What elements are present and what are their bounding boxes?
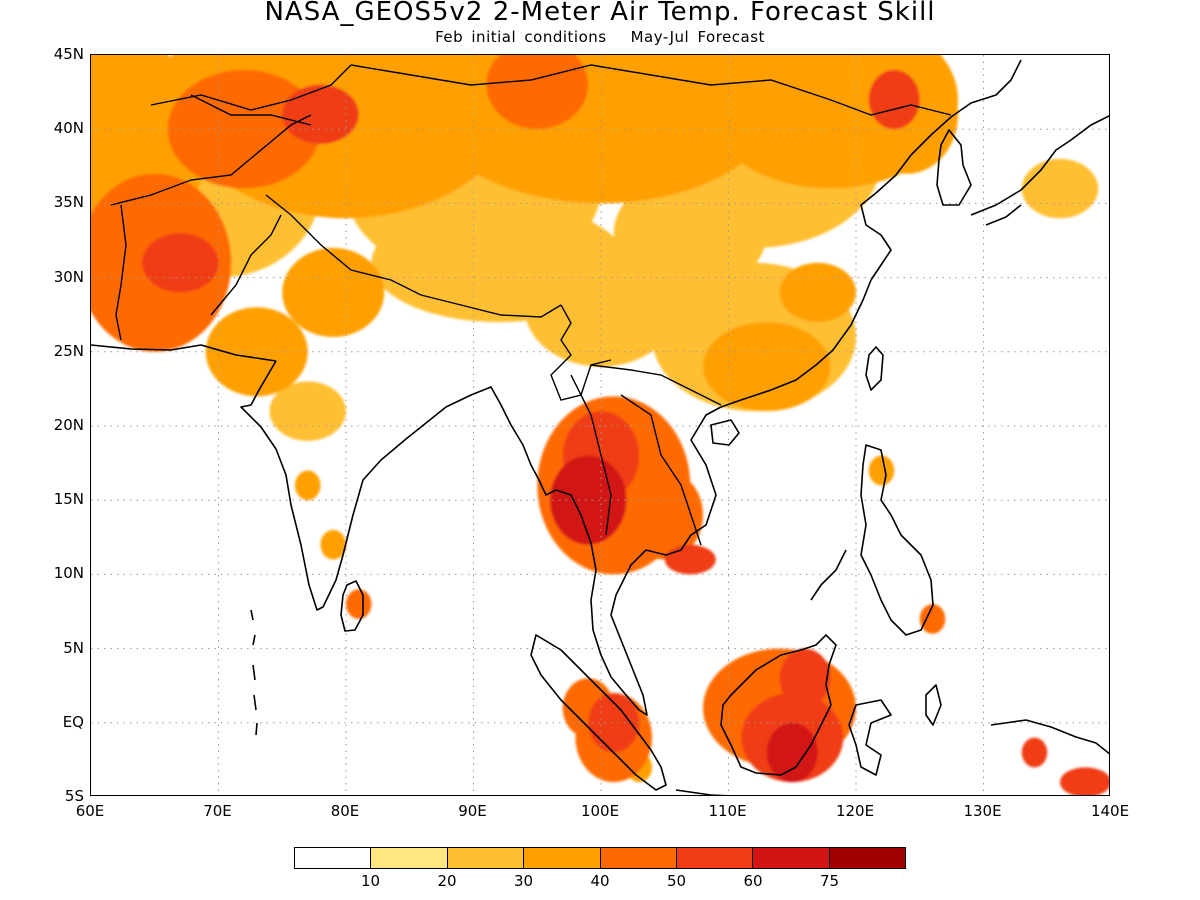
skill-blob: [320, 529, 346, 560]
latitude-label: 30N: [53, 267, 84, 286]
border-kazakh: [190, 94, 312, 126]
skill-blob: [779, 648, 831, 708]
colorbar-swatch: [371, 848, 448, 868]
latitude-label: 10N: [53, 564, 84, 583]
longitude-label: 80E: [330, 802, 360, 820]
skill-blob: [766, 722, 818, 783]
colorbar: [294, 847, 906, 869]
coastlines: [91, 59, 1109, 795]
coast-taiwan: [865, 346, 884, 391]
coast-bangladesh-myanmar: [445, 386, 597, 571]
longitude-label: 130E: [963, 802, 1002, 820]
coast-india: [240, 360, 447, 611]
skill-blob: [1060, 767, 1109, 795]
longitude-label: 60E: [75, 802, 105, 820]
longitude-label: 90E: [458, 802, 487, 820]
colorbar-tick-label: 40: [590, 872, 610, 890]
skill-map: [91, 55, 1109, 795]
skill-blob: [205, 307, 308, 397]
skill-blob: [486, 55, 589, 130]
coast-java: [675, 789, 728, 795]
longitude-label: 100E: [580, 802, 620, 820]
coast-korea: [936, 129, 972, 206]
map-title: NASA_GEOS5v2 2-Meter Air Temp. Forecast …: [264, 0, 936, 27]
skill-blob: [703, 322, 831, 412]
skill-blob: [868, 69, 920, 130]
coast-persia-pakistan: [91, 344, 277, 362]
subtitle-initial-conditions: Feb initial conditions: [435, 28, 607, 46]
coast-hainan: [710, 419, 740, 446]
coast-sri-lanka: [340, 580, 364, 632]
skill-blob: [295, 470, 321, 501]
border-iran-pakistan: [115, 204, 127, 341]
skill-blob: [282, 84, 359, 145]
colorbar-tick-label: 30: [513, 872, 534, 890]
latitude-label: 25N: [53, 341, 84, 360]
colorbar-tick-label: 20: [437, 872, 457, 890]
latitude-label: 5N: [63, 638, 84, 657]
colorbar-swatch: [524, 848, 601, 868]
skill-blob: [664, 544, 716, 575]
skill-blob: [1021, 158, 1099, 219]
coast-sumatra: [530, 634, 667, 791]
skill-blob: [142, 233, 219, 293]
coast-philippines: [860, 444, 934, 636]
coast-japan: [970, 115, 1109, 226]
colorbar-swatch: [295, 848, 372, 868]
colorbar-swatch: [600, 848, 677, 868]
coast-maldives: [250, 609, 258, 736]
skill-blob: [868, 455, 895, 486]
coast-malay-peninsula: [590, 406, 722, 716]
skill-blob: [269, 381, 346, 441]
border-india-china-east: [550, 304, 612, 401]
longitude-label: 120E: [835, 802, 875, 820]
border-mongolia: [350, 64, 952, 116]
skill-blob: [1021, 737, 1048, 768]
subtitle-forecast-period: May-Jul Forecast: [630, 28, 765, 46]
longitude-label: 70E: [203, 802, 232, 820]
skill-blob: [779, 262, 856, 323]
colorbar-tick-label: 75: [819, 872, 840, 890]
latitude-label: 40N: [53, 119, 84, 138]
latitude-label: 5S: [64, 787, 84, 805]
latitude-label: 20N: [53, 416, 84, 434]
longitude-label: 110E: [708, 802, 747, 820]
skill-blob: [167, 69, 321, 189]
longitude-label: 140E: [1090, 802, 1130, 820]
coast-halmahera: [925, 684, 942, 726]
colorbar-swatch: [753, 848, 830, 868]
latitude-label: 45N: [53, 45, 84, 63]
coast-borneo: [720, 634, 837, 776]
map-subtitle: Feb initial conditions May-Jul Forecast: [0, 28, 1200, 46]
latitude-label: 15N: [53, 490, 84, 509]
colorbar-tick-label: 60: [743, 872, 763, 890]
skill-blob: [919, 604, 946, 634]
coast-new-guinea: [990, 719, 1109, 755]
colorbar-tick-label: 10: [360, 872, 381, 890]
country-borders: [110, 64, 952, 546]
border-himalaya: [265, 194, 562, 318]
map-plot-area: [90, 54, 1110, 796]
coast-palawan: [810, 549, 847, 601]
colorbar-swatch: [676, 848, 754, 868]
latitude-label: 35N: [53, 193, 84, 212]
border-central-asia: [150, 64, 352, 111]
border-laos-vietnam: [620, 394, 702, 546]
skill-blob: [282, 247, 385, 337]
coast-china: [720, 59, 1022, 408]
border-myanmar-thailand: [570, 374, 612, 536]
border-afghanistan: [110, 114, 312, 206]
border-china-se-asia: [590, 364, 722, 406]
coast-sulawesi: [848, 699, 892, 776]
colorbar-swatch: [447, 848, 525, 868]
colorbar-tick-label: 50: [666, 872, 687, 890]
colorbar-swatch: [829, 848, 905, 868]
skill-field: [91, 55, 1109, 795]
skill-blob: [346, 589, 372, 619]
border-pakistan-india: [210, 214, 282, 316]
skill-blob: [550, 455, 627, 545]
latitude-label: EQ: [62, 712, 84, 731]
